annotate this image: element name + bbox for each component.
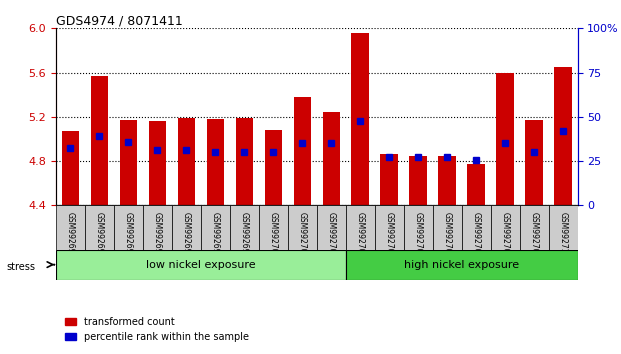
FancyBboxPatch shape bbox=[404, 205, 433, 250]
Bar bbox=[555, 67, 572, 205]
Text: GSM992700: GSM992700 bbox=[269, 212, 278, 258]
Legend: transformed count, percentile rank within the sample: transformed count, percentile rank withi… bbox=[61, 313, 253, 346]
Text: high nickel exposure: high nickel exposure bbox=[404, 259, 519, 270]
FancyBboxPatch shape bbox=[172, 205, 201, 250]
Text: GSM992704: GSM992704 bbox=[384, 212, 394, 258]
Text: GSM992697: GSM992697 bbox=[182, 212, 191, 258]
Text: GSM992710: GSM992710 bbox=[558, 212, 568, 258]
Bar bbox=[322, 113, 340, 205]
Text: GSM992694: GSM992694 bbox=[95, 212, 104, 258]
Text: GSM992698: GSM992698 bbox=[211, 212, 220, 258]
FancyBboxPatch shape bbox=[230, 205, 259, 250]
FancyBboxPatch shape bbox=[461, 205, 491, 250]
Text: GSM992708: GSM992708 bbox=[501, 212, 510, 258]
FancyBboxPatch shape bbox=[317, 205, 346, 250]
Bar bbox=[294, 97, 311, 205]
FancyBboxPatch shape bbox=[259, 205, 288, 250]
Bar bbox=[207, 119, 224, 205]
Bar bbox=[351, 33, 369, 205]
Text: GSM992707: GSM992707 bbox=[471, 212, 481, 258]
FancyBboxPatch shape bbox=[56, 250, 346, 280]
FancyBboxPatch shape bbox=[346, 205, 374, 250]
Bar bbox=[468, 164, 485, 205]
Bar bbox=[120, 120, 137, 205]
FancyBboxPatch shape bbox=[433, 205, 461, 250]
Bar bbox=[496, 73, 514, 205]
Text: low nickel exposure: low nickel exposure bbox=[146, 259, 256, 270]
FancyBboxPatch shape bbox=[346, 250, 578, 280]
Text: stress: stress bbox=[6, 262, 35, 272]
Bar bbox=[61, 131, 79, 205]
Text: GSM992705: GSM992705 bbox=[414, 212, 423, 258]
FancyBboxPatch shape bbox=[85, 205, 114, 250]
Text: GSM992703: GSM992703 bbox=[356, 212, 365, 258]
Bar bbox=[409, 155, 427, 205]
Text: GSM992696: GSM992696 bbox=[153, 212, 162, 258]
Text: GSM992709: GSM992709 bbox=[530, 212, 538, 258]
Text: GSM992706: GSM992706 bbox=[443, 212, 451, 258]
Text: GSM992693: GSM992693 bbox=[66, 212, 75, 258]
FancyBboxPatch shape bbox=[548, 205, 578, 250]
Bar bbox=[178, 118, 195, 205]
FancyBboxPatch shape bbox=[520, 205, 548, 250]
FancyBboxPatch shape bbox=[374, 205, 404, 250]
Bar bbox=[235, 118, 253, 205]
Text: GDS4974 / 8071411: GDS4974 / 8071411 bbox=[56, 14, 183, 27]
Text: GSM992701: GSM992701 bbox=[297, 212, 307, 258]
FancyBboxPatch shape bbox=[114, 205, 143, 250]
FancyBboxPatch shape bbox=[201, 205, 230, 250]
FancyBboxPatch shape bbox=[288, 205, 317, 250]
Bar bbox=[381, 154, 398, 205]
FancyBboxPatch shape bbox=[491, 205, 520, 250]
Text: GSM992699: GSM992699 bbox=[240, 212, 249, 258]
Text: GSM992695: GSM992695 bbox=[124, 212, 133, 258]
Bar bbox=[438, 155, 456, 205]
Bar bbox=[91, 76, 108, 205]
Bar bbox=[148, 121, 166, 205]
FancyBboxPatch shape bbox=[143, 205, 172, 250]
Bar bbox=[525, 120, 543, 205]
Bar bbox=[265, 130, 282, 205]
Text: GSM992702: GSM992702 bbox=[327, 212, 336, 258]
FancyBboxPatch shape bbox=[56, 205, 85, 250]
